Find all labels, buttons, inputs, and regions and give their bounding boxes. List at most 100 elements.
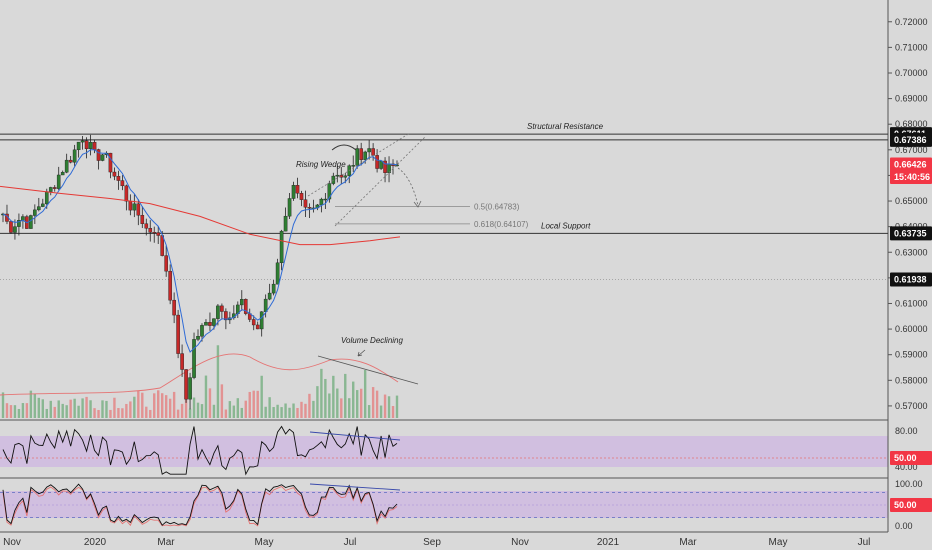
volume-bar [141, 392, 144, 418]
price-tag: 0.61938 [894, 274, 927, 284]
volume-bar [65, 405, 68, 418]
volume-bar [320, 368, 323, 418]
candle-body [68, 159, 73, 163]
volume-bar [328, 393, 331, 418]
time-tick-label: Jul [344, 537, 357, 548]
volume-bar [272, 407, 275, 418]
time-tick-label: Mar [157, 537, 175, 548]
candle-body [327, 183, 332, 200]
price-tag: 0.66426 [894, 160, 927, 170]
price-tick-label: 0.58000 [895, 375, 928, 385]
candle-body [13, 226, 17, 233]
volume-bar [308, 393, 311, 418]
price-tick-label: 0.67000 [895, 145, 928, 155]
price-tick-label: 0.69000 [895, 94, 928, 104]
volume-bar [77, 405, 80, 418]
rising-wedge-label: Rising Wedge [296, 160, 346, 169]
time-tick-label: Jul [858, 537, 871, 548]
price-tick-label: 0.68000 [895, 119, 928, 129]
candle-body [287, 198, 292, 217]
volume-bar [9, 405, 13, 418]
price-tick-label: 0.63000 [895, 247, 928, 257]
candle-body [56, 174, 61, 189]
candle-body [319, 198, 324, 206]
volume-bar [13, 405, 17, 418]
volume-bar [316, 386, 319, 418]
candle-body [80, 140, 85, 143]
volume-bar [113, 397, 116, 418]
time-tick-label: 2021 [597, 537, 620, 548]
candle-body [307, 207, 312, 209]
volume-bar [208, 388, 212, 418]
stoch-divergence-line [309, 483, 401, 491]
volume-bar [17, 408, 21, 418]
volume-bar [268, 397, 271, 418]
candle-body [212, 318, 216, 326]
volume-bar [244, 400, 247, 418]
candle-body [84, 140, 89, 150]
volume-bars [0, 345, 399, 418]
volume-bar [200, 404, 204, 418]
candle-body [323, 198, 328, 201]
candle-body [255, 324, 260, 330]
volume-bar [224, 409, 228, 418]
volume-bar [29, 390, 33, 418]
volume-bar [45, 408, 48, 418]
candle-body [243, 299, 248, 314]
volume-bar [300, 401, 303, 418]
level-label: Local Support [541, 221, 591, 230]
candle-body [192, 339, 196, 378]
horizontal-levels: Structural Resistance Local Support [0, 122, 888, 280]
volume-bar [145, 406, 148, 418]
level-label: Structural Resistance [527, 122, 604, 131]
candle-body [208, 322, 212, 326]
time-tick-label: May [769, 537, 788, 548]
volume-bar [37, 397, 41, 418]
volume-bar [164, 395, 168, 418]
volume-bar [157, 390, 160, 418]
volume-bar [168, 398, 172, 418]
stoch-k-line [2, 483, 398, 526]
volume-bar [240, 407, 243, 418]
candle-body [136, 203, 141, 216]
volume-bar [101, 400, 104, 418]
stoch-tag-bg [890, 498, 932, 512]
stoch-band [0, 491, 888, 518]
volume-bar [312, 400, 315, 418]
volume-bar [188, 408, 192, 418]
candle-body [291, 185, 296, 199]
candle-body [303, 199, 308, 208]
candle-body [200, 325, 204, 337]
candle-body [40, 203, 45, 207]
candle-body [92, 142, 97, 150]
candle-body [283, 215, 288, 232]
candle-body [100, 154, 105, 161]
candle-body [124, 185, 129, 202]
candle-body [263, 298, 268, 312]
candle-body [37, 206, 41, 211]
time-tick-label: 2020 [84, 537, 107, 548]
volume-bar [348, 398, 351, 418]
candle-body [343, 175, 348, 178]
candle-body [275, 262, 280, 285]
volume-bar [81, 398, 84, 418]
candle-body [144, 223, 149, 229]
volume-bar [97, 409, 100, 418]
volume-bar [352, 381, 355, 418]
volume-bar [117, 408, 120, 418]
stoch-tag: 50.00 [894, 500, 917, 510]
stoch-d-line [2, 485, 398, 527]
volume-bar [105, 400, 108, 418]
time-tick-label: Sep [423, 537, 441, 548]
rsi-tag: 50.00 [894, 453, 917, 463]
volume-bar [252, 390, 255, 418]
candle-body [379, 160, 383, 169]
price-tick-label: 0.71000 [895, 42, 928, 52]
stoch-tick-label: 100.00 [895, 479, 923, 489]
volume-bar [260, 375, 263, 418]
candle-body [331, 175, 336, 184]
candle-body [72, 149, 77, 163]
volume-bar [395, 395, 399, 418]
volume-ma-line [0, 353, 399, 396]
